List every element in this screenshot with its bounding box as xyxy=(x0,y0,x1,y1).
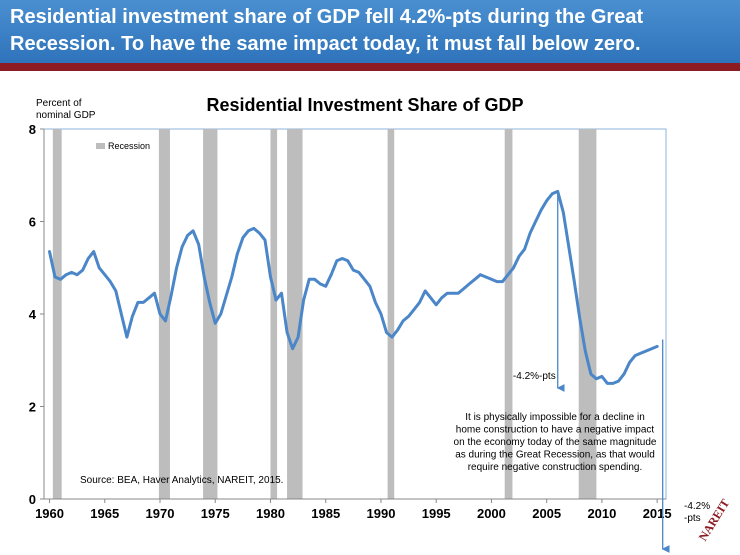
x-tick-label: 1995 xyxy=(422,506,451,521)
title-banner: Residential investment share of GDP fell… xyxy=(0,0,740,63)
future-label: -4.2% -pts xyxy=(684,501,710,524)
recession-band xyxy=(203,129,218,499)
recession-band xyxy=(287,129,303,499)
x-tick-label: 1990 xyxy=(367,506,396,521)
x-tick-label: 1960 xyxy=(35,506,64,521)
x-tick-label: 1980 xyxy=(256,506,285,521)
x-tick-label: 1970 xyxy=(146,506,175,521)
nareit-logo: NAREIT xyxy=(696,496,733,543)
x-tick-label: 2005 xyxy=(532,506,561,521)
series-line xyxy=(48,189,659,385)
legend-label: Recession xyxy=(108,141,150,151)
accent-rule xyxy=(0,63,740,71)
drop-label: -4.2%-pts xyxy=(513,371,556,382)
x-tick-label: 1985 xyxy=(311,506,340,521)
legend: Recession xyxy=(96,141,150,151)
source-note: Source: BEA, Haver Analytics, NAREIT, 20… xyxy=(80,475,283,486)
recession-band xyxy=(504,129,513,499)
x-tick-label: 1965 xyxy=(90,506,119,521)
x-tick-label: 2015 xyxy=(643,506,672,521)
slide-title: Residential investment share of GDP fell… xyxy=(10,6,644,55)
recession-bands xyxy=(52,129,597,499)
recession-band xyxy=(578,129,597,499)
y-tick-label: 0 xyxy=(29,492,36,507)
annotations: -4.2%-pts -4.2% -pts It is physically impos… xyxy=(454,193,710,553)
y-tick-label: 4 xyxy=(29,307,37,322)
x-tick-label: 1975 xyxy=(201,506,230,521)
recession-band xyxy=(52,129,62,499)
y-tick-label: 8 xyxy=(29,122,36,137)
y-axis-label: Percent of nominal GDP xyxy=(36,98,96,121)
recession-band xyxy=(158,129,170,499)
logo-text: NAREIT xyxy=(696,496,733,543)
chart-title: Residential Investment Share of GDP xyxy=(206,95,523,115)
recession-band xyxy=(387,129,395,499)
x-tick-label: 2000 xyxy=(477,506,506,521)
impact-note: It is physically impossible for a declin… xyxy=(454,412,657,473)
recession-band xyxy=(270,129,278,499)
axes: 0 2 4 6 8 1960 1965 1970 1975 1980 1985 1990 1995 200… xyxy=(29,122,672,521)
legend-swatch xyxy=(96,143,105,149)
y-tick-label: 2 xyxy=(29,400,36,415)
y-tick-label: 6 xyxy=(29,215,36,230)
x-tick-label: 2010 xyxy=(587,506,616,521)
chart: Residential Investment Share of GDP Perc… xyxy=(29,95,710,553)
